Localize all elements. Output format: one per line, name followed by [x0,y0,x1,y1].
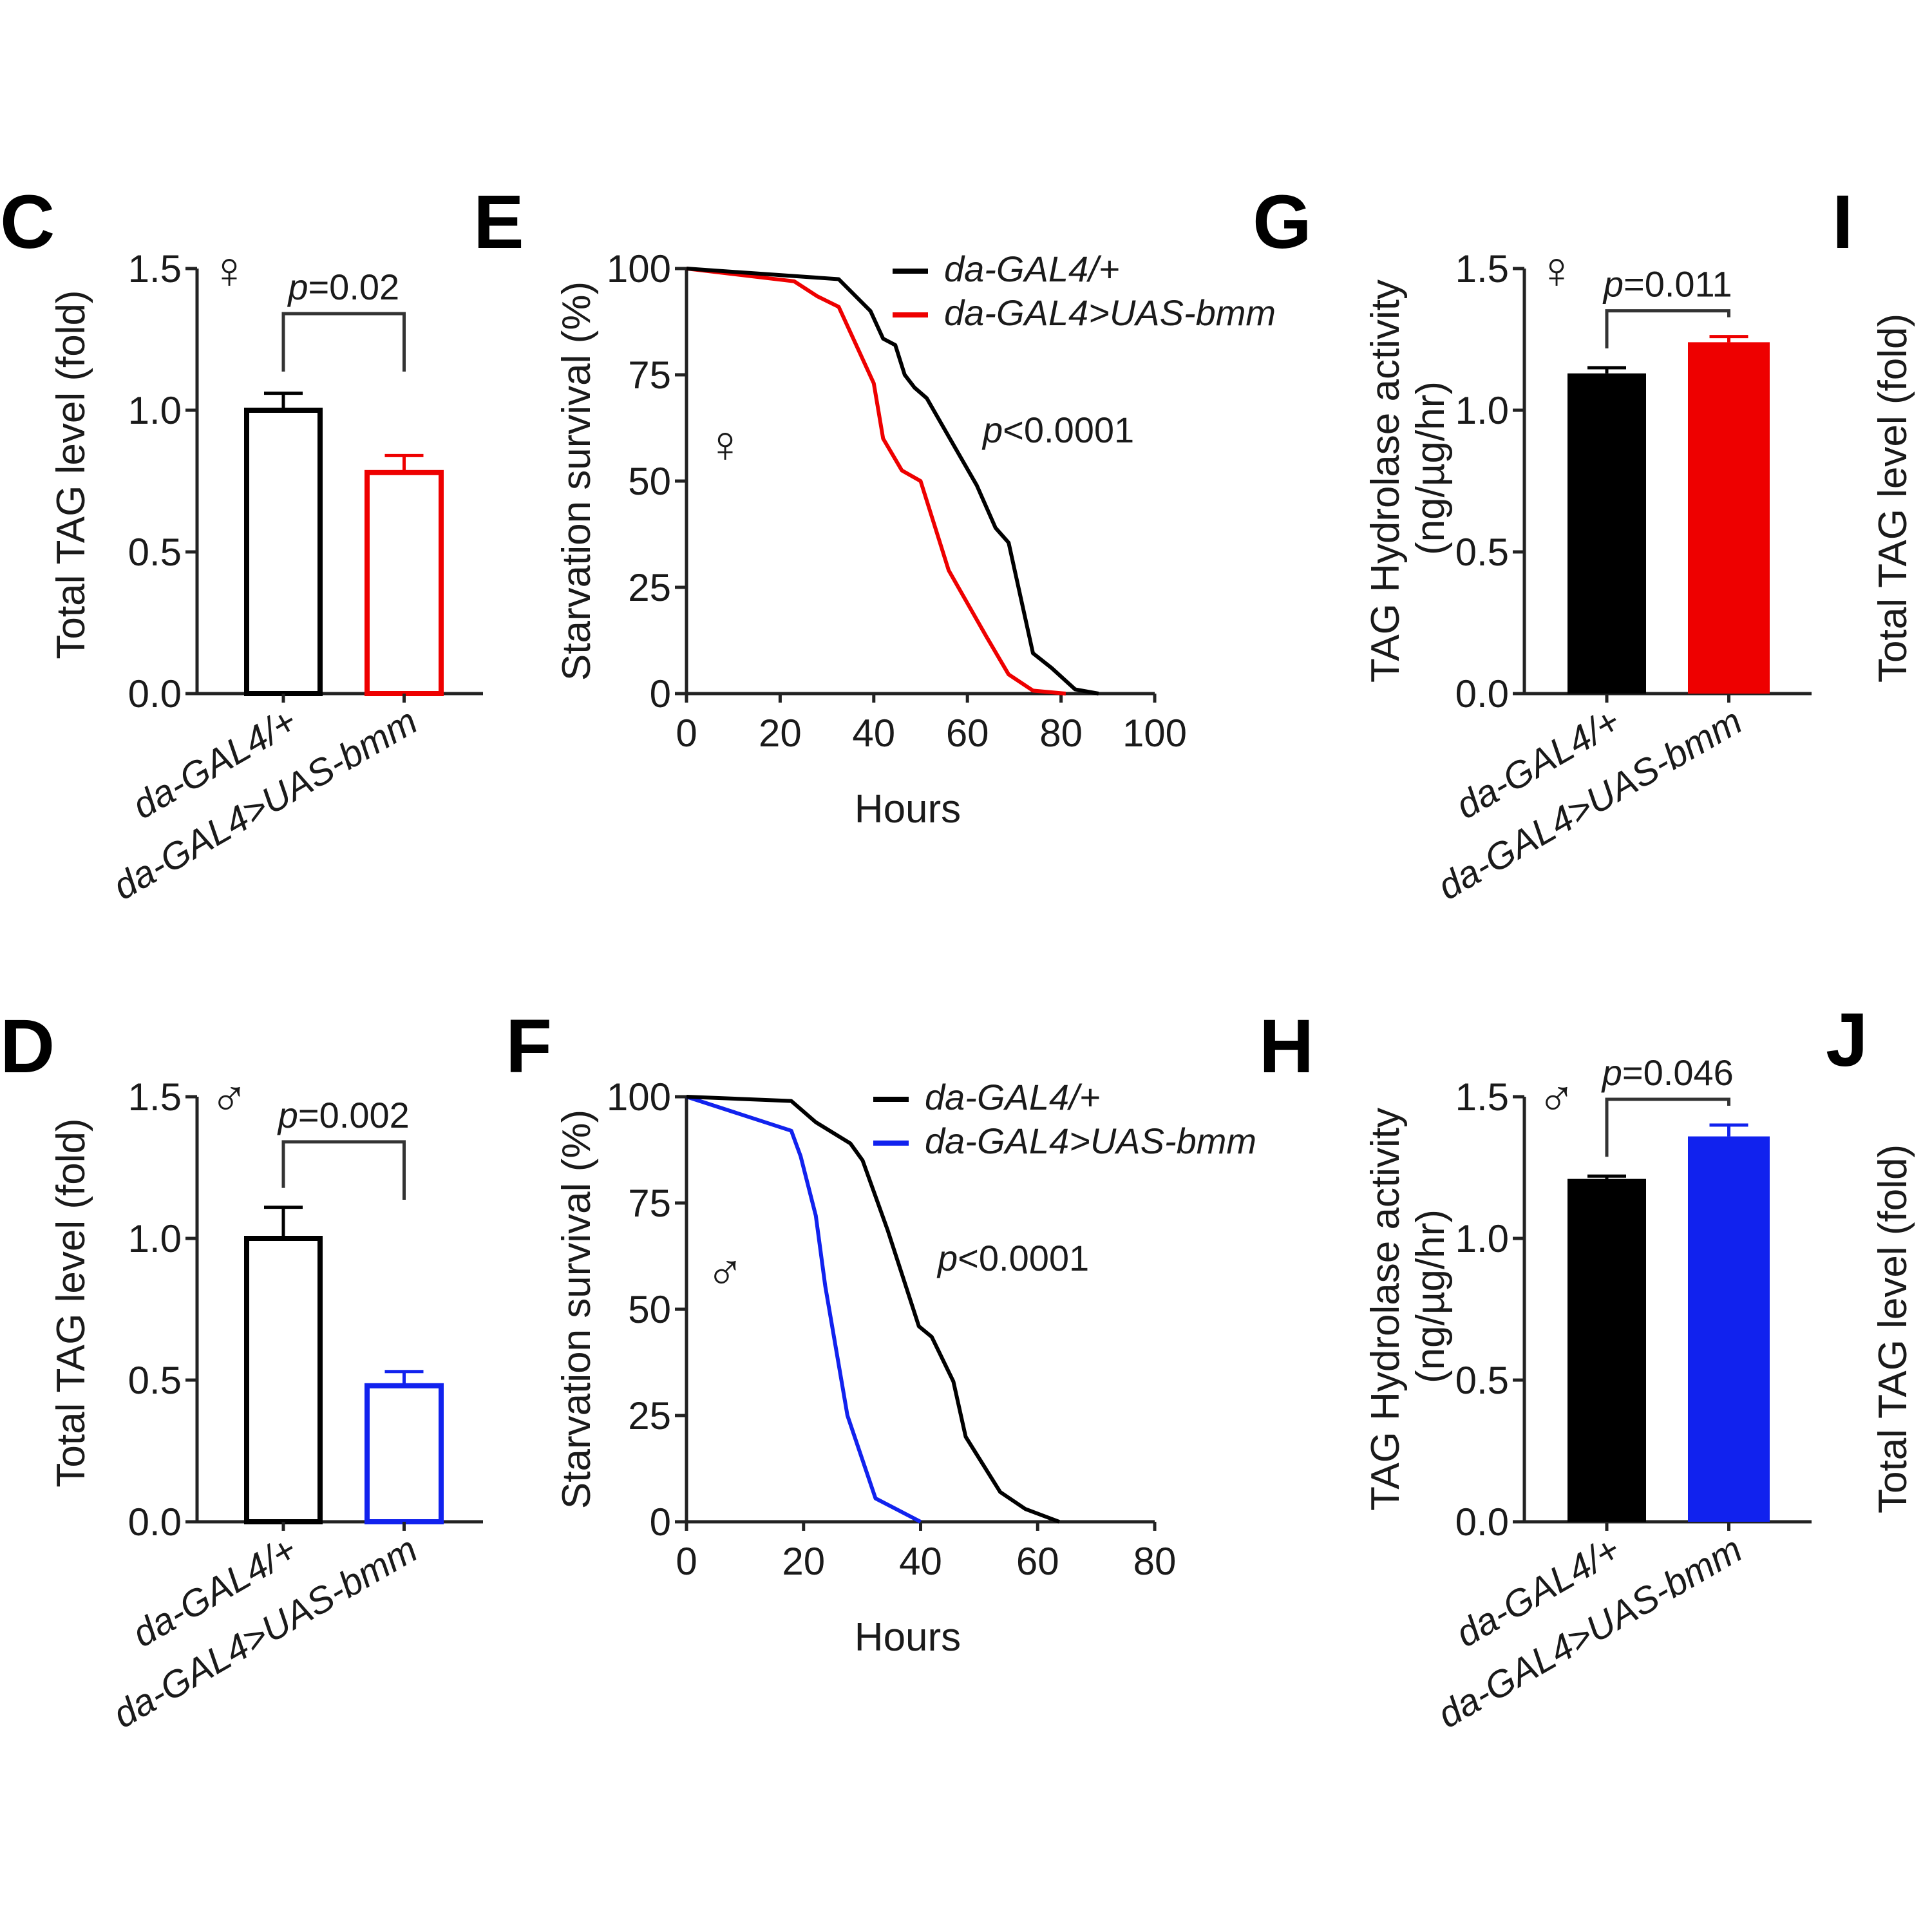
p-value-label: p=0.011 [1602,264,1732,305]
x-tick-label: 20 [782,1540,825,1583]
panel-letter-d: D [0,1004,55,1089]
panel-h: H 0.0 0.5 1.0 1.5 TAG Hydrolase activity (ng/µ… [1259,1004,1812,1736]
bar [1567,373,1646,694]
y-tick-label: 1.0 [128,1217,182,1260]
panel-e: E 0 25 50 75 100 0 20 40 60 80 100 Hours Starvation s… [473,180,1276,831]
x-axis-title: Hours [855,1615,961,1660]
y-tick-label: 0.5 [1455,1359,1509,1402]
significance-bracket [1605,1097,1730,1157]
significance-bracket [1605,309,1730,348]
legend-label: da-GAL4/+ [925,1077,1100,1117]
x-tick-label: 40 [852,712,895,755]
y-axis-title-units: (ng/µg/hr) [1408,1209,1453,1383]
y-tick-label: 1.5 [128,247,182,290]
y-axis-title: TAG Hydrolase activity [1363,279,1408,683]
panel-letter-j: J [1826,998,1868,1083]
y-tick-label: 100 [607,1075,671,1119]
panel-letter-c: C [0,180,55,265]
y-axis-title: TAG Hydrolase activity [1363,1108,1408,1511]
bar [244,408,323,696]
x-tick-label: 20 [759,712,802,755]
panel-letter-i: I [1832,180,1853,265]
survival-curve-bmm [686,1095,922,1524]
survival-curve-control [686,267,1099,696]
legend-label: da-GAL4>UAS-bmm [944,292,1276,333]
panel-g: G 0.0 0.5 1.0 1.5 TAG Hydrolase activity (ng/µ… [1253,180,1812,908]
y-tick-label: 1.0 [1455,1217,1509,1260]
panel-j-ylabel: Total TAG level (fold) [1871,1144,1915,1513]
female-symbol-icon: ♀ [706,415,744,473]
female-symbol-icon: ♀ [210,242,249,299]
bar [1688,1136,1770,1522]
x-tick-label: 80 [1039,712,1083,755]
y-tick-label: 0.0 [128,672,182,715]
y-axis-title: Total TAG level (fold) [49,1118,93,1487]
survival-curve-bmm [686,267,1066,696]
p-value-label: p=0.002 [277,1095,410,1135]
y-axis-title: Total TAG level (fold) [49,290,93,659]
p-value-label: p=0.046 [1601,1052,1734,1093]
y-tick-label: 100 [607,247,671,290]
bar [365,469,444,696]
p-value-label: p<0.0001 [936,1238,1089,1278]
x-axis-title: Hours [855,787,961,831]
male-symbol-icon: ♂ [706,1244,744,1301]
female-symbol-icon: ♀ [1537,242,1576,299]
y-tick-label: 0.5 [128,1359,182,1402]
bar [244,1236,323,1524]
x-tick-label: 100 [1122,712,1187,755]
y-axis-title-units: (ng/µg/hr) [1408,381,1453,555]
y-tick-label: 75 [628,354,671,397]
survival-curve-control [686,1095,1060,1524]
panel-f: F 0 25 50 75 100 0 20 40 60 80 Hours Starvation surv… [506,1004,1256,1660]
y-tick-label: 1.0 [1455,389,1509,432]
y-axis-title: Starvation survival (%) [554,281,599,681]
male-symbol-icon: ♂ [1537,1070,1576,1127]
y-tick-label: 50 [628,1288,671,1331]
legend-label: da-GAL4/+ [944,249,1119,289]
panel-letter-f: F [506,1004,552,1089]
y-tick-label: 25 [628,1394,671,1437]
x-tick-label: 40 [899,1540,942,1583]
x-tick-label: 60 [1016,1540,1059,1583]
y-tick-label: 0.5 [128,531,182,574]
panel-letter-g: G [1253,180,1312,265]
y-tick-label: 1.5 [1455,247,1509,290]
y-tick-label: 1.5 [1455,1075,1509,1119]
y-tick-label: 75 [628,1182,671,1225]
bar [365,1383,444,1525]
bar [1567,1179,1646,1522]
panel-letter-e: E [473,180,524,265]
significance-bracket [281,1140,406,1200]
y-tick-label: 1.5 [128,1075,182,1119]
y-tick-label: 0.0 [1455,1501,1509,1544]
y-axis-title: Starvation survival (%) [554,1110,599,1509]
x-tick-label: 0 [676,712,697,755]
x-tick-label: 0 [676,1540,697,1583]
bar [1688,342,1770,694]
y-tick-label: 50 [628,460,671,503]
x-tick-label: 80 [1133,1540,1177,1583]
y-tick-label: 0 [650,672,671,715]
y-tick-label: 0.0 [128,1501,182,1544]
male-symbol-icon: ♂ [210,1070,249,1127]
p-value-label: p=0.02 [287,267,399,307]
panel-letter-h: H [1259,1004,1314,1089]
y-tick-label: 0 [650,1501,671,1544]
panel-i-ylabel: Total TAG level (fold) [1871,314,1915,683]
y-tick-label: 0.5 [1455,531,1509,574]
x-tick-label: 60 [946,712,989,755]
y-tick-label: 0.0 [1455,672,1509,715]
legend-label: da-GAL4>UAS-bmm [925,1121,1256,1161]
p-value-label: p<0.0001 [981,410,1134,450]
y-tick-label: 1.0 [128,389,182,432]
y-tick-label: 25 [628,566,671,609]
significance-bracket [281,312,406,372]
